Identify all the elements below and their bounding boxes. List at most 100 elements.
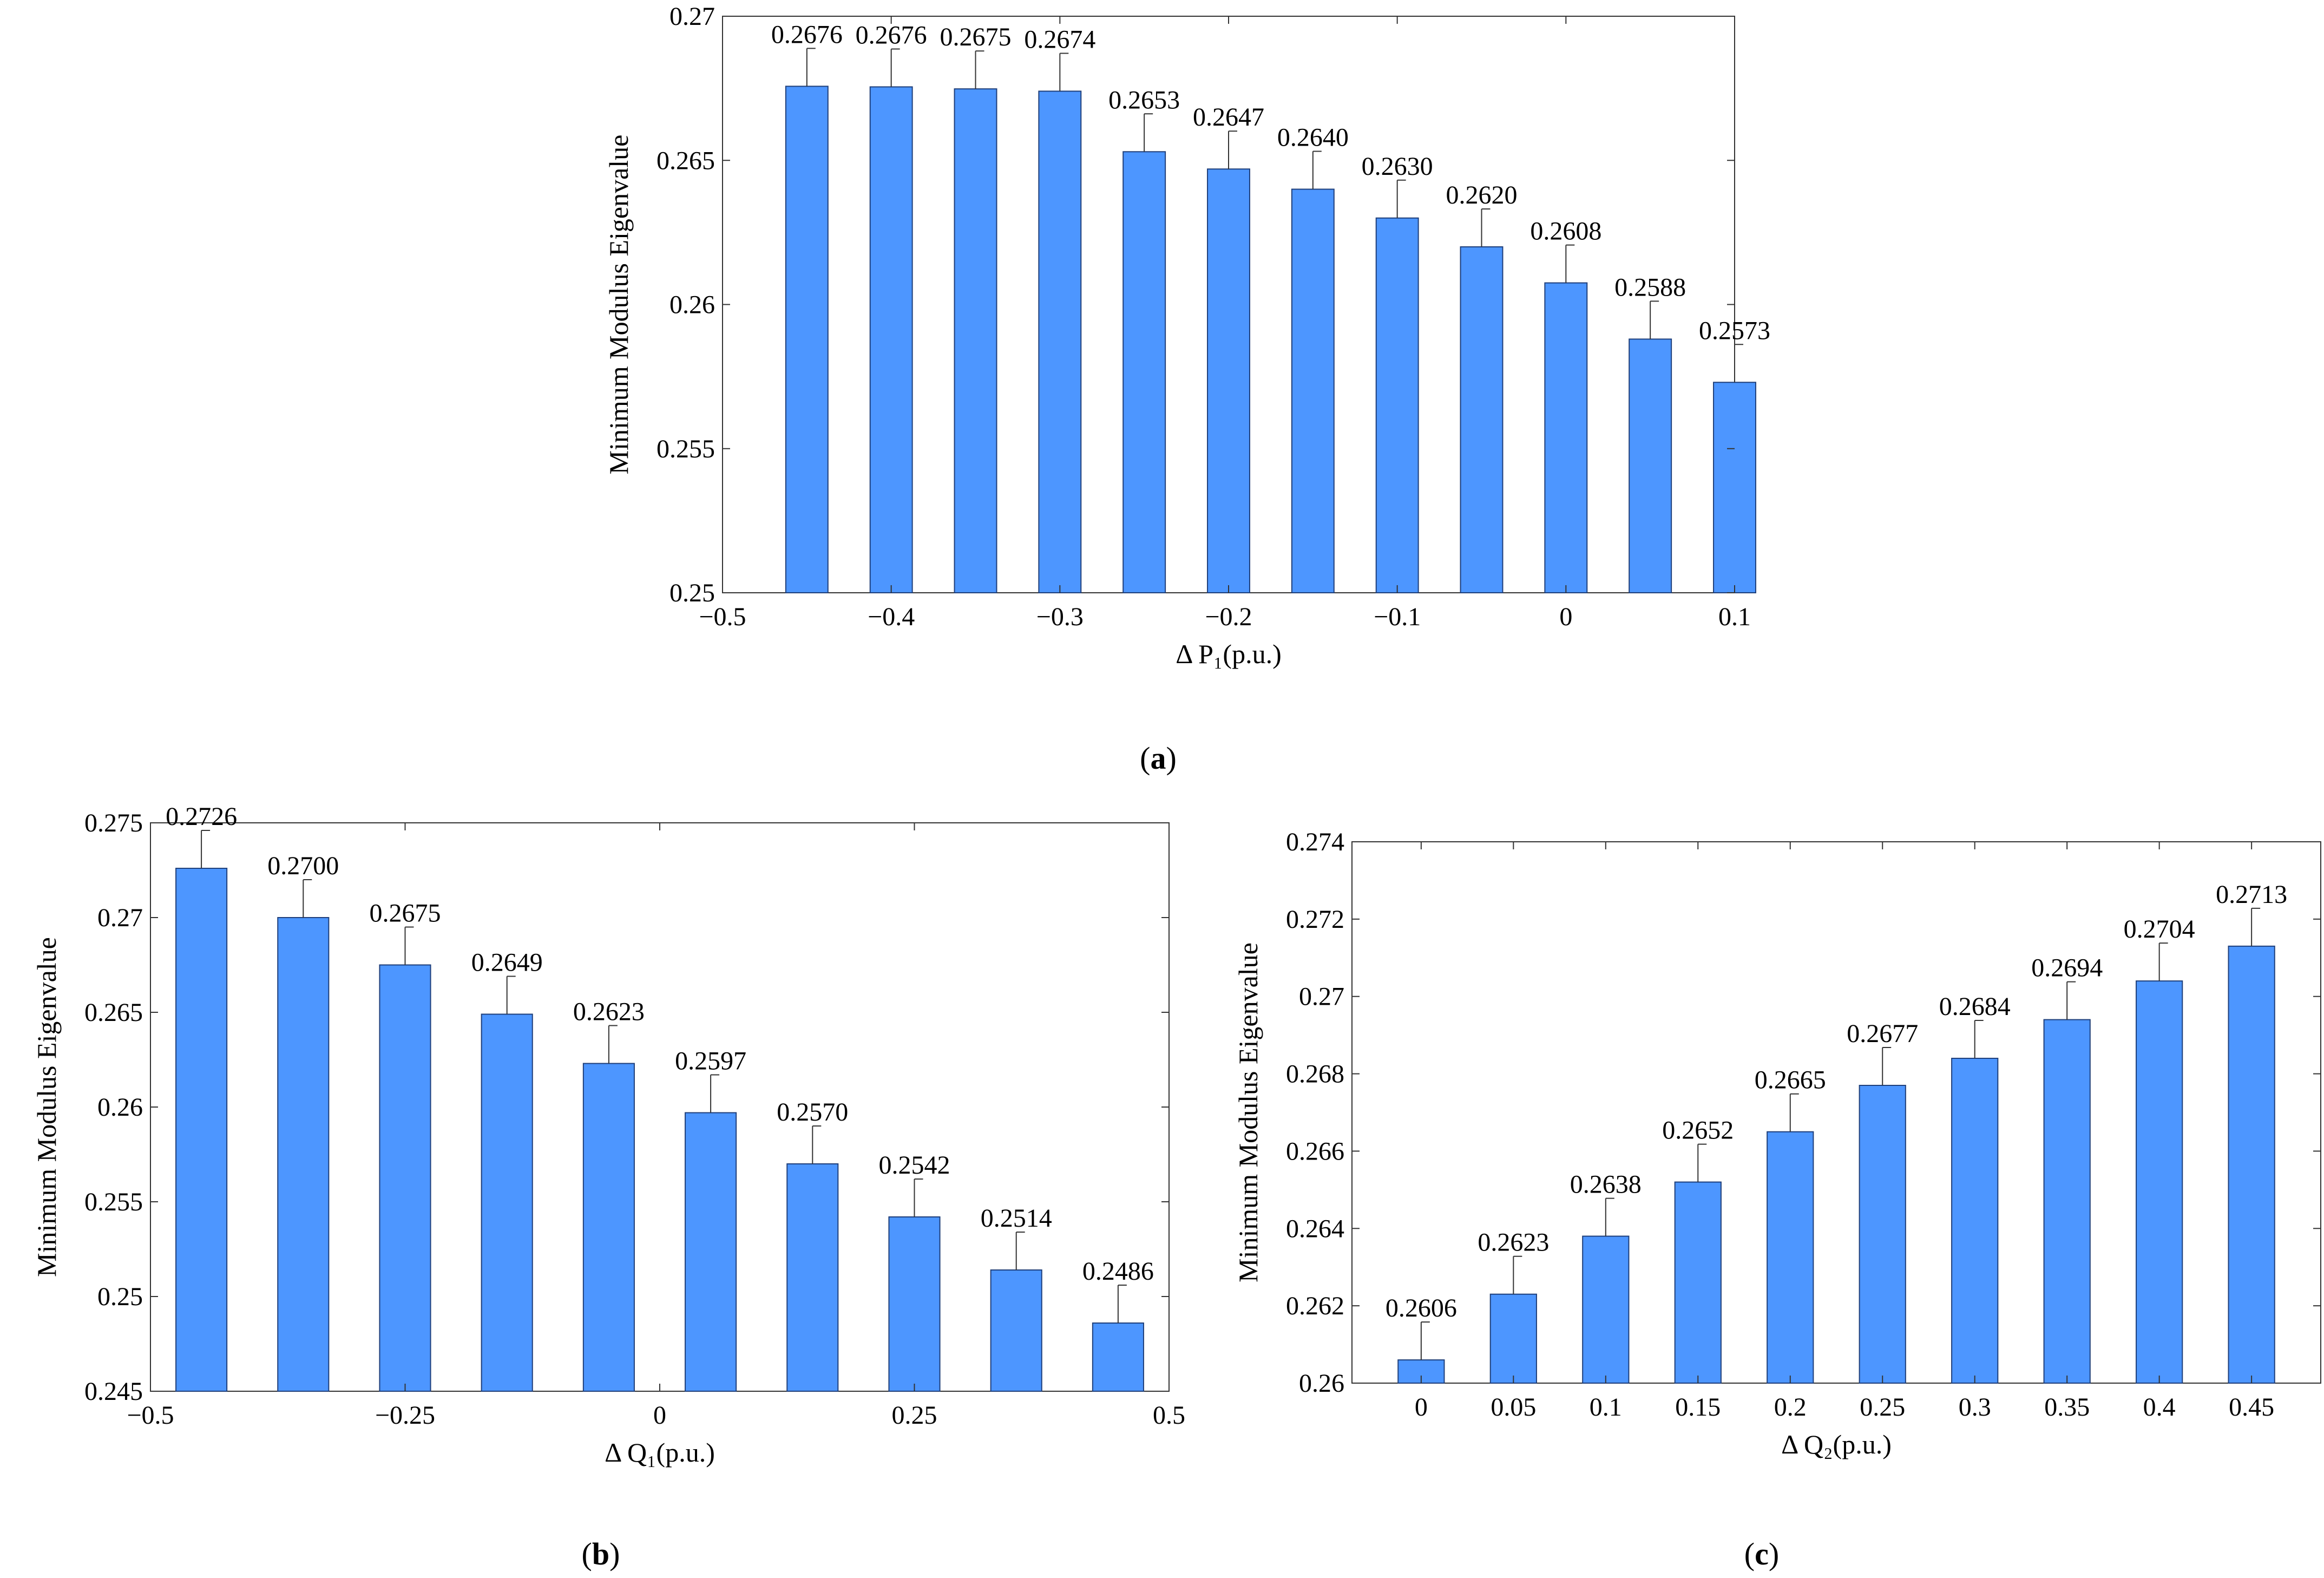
data-label: 0.2652	[1662, 1116, 1734, 1145]
data-label: 0.2597	[675, 1047, 746, 1076]
data-label: 0.2570	[777, 1098, 848, 1127]
data-label: 0.2653	[1108, 86, 1180, 114]
bar	[785, 86, 829, 593]
bar	[1582, 1235, 1630, 1384]
x-tick-label: −0.3	[1036, 603, 1084, 631]
y-tick-label: 0.26	[669, 291, 715, 319]
y-axis-title: Minimum Modulus Eigenvalue	[31, 937, 62, 1277]
chart-panel-a: 0.2676 0.2676 0.2675 0.2674 0.2653 0.2647 0.26…	[603, 2, 1770, 669]
y-tick-label: 0.268	[1286, 1060, 1344, 1089]
x-tick-label: −0.5	[127, 1401, 174, 1430]
y-tick-label: 0.255	[84, 1188, 143, 1216]
bar	[175, 868, 228, 1392]
data-label: 0.2674	[1024, 25, 1095, 54]
bar	[1767, 1131, 1814, 1384]
bar	[954, 88, 997, 593]
bar	[1629, 338, 1672, 594]
data-label: 0.2623	[1478, 1228, 1549, 1257]
y-tick-label: 0.26	[1299, 1369, 1344, 1398]
data-label: 0.2676	[771, 20, 843, 49]
bar	[1038, 90, 1082, 593]
y-tick-label: 0.27	[1299, 983, 1344, 1011]
data-label: 0.2677	[1847, 1019, 1918, 1048]
bar	[1207, 168, 1250, 594]
bar	[2136, 980, 2183, 1384]
data-label: 0.2638	[1570, 1170, 1642, 1199]
y-tick-label: 0.262	[1286, 1292, 1344, 1320]
bar	[1859, 1085, 1906, 1384]
data-label: 0.2606	[1386, 1294, 1457, 1322]
panel-b-caption: (b)	[582, 1536, 620, 1572]
x-tick-label: 0.5	[1153, 1401, 1185, 1430]
x-tick-label: −0.2	[1205, 603, 1252, 631]
bar	[1122, 151, 1166, 593]
y-tick-label: 0.25	[97, 1282, 143, 1311]
y-tick-label: 0.272	[1286, 905, 1344, 934]
bar	[869, 86, 913, 593]
x-tick-label: −0.1	[1374, 603, 1421, 631]
x-axis-title: Δ P₁(p.u.)	[1176, 639, 1281, 669]
y-tick-label: 0.27	[97, 903, 143, 932]
data-label: 0.2514	[981, 1204, 1052, 1233]
data-label: 0.2649	[471, 948, 543, 977]
data-label: 0.2665	[1755, 1066, 1826, 1095]
y-tick-label: 0.265	[84, 998, 143, 1027]
bar	[888, 1216, 941, 1392]
bar	[1951, 1058, 1999, 1384]
x-axis-title: Δ Q₂(p.u.)	[1781, 1429, 1892, 1459]
bar	[1460, 246, 1504, 593]
x-tick-label: −0.5	[699, 603, 746, 631]
panel-c-caption: (c)	[1744, 1536, 1779, 1572]
x-tick-label: 0.2	[1774, 1393, 1807, 1422]
x-tick-label: 0	[653, 1401, 666, 1430]
bar	[379, 964, 431, 1392]
data-label: 0.2623	[573, 998, 645, 1026]
panel-a-caption: (a)	[1140, 741, 1177, 776]
bar	[1489, 1293, 1537, 1384]
y-tick-label: 0.266	[1286, 1137, 1344, 1166]
bar	[582, 1063, 635, 1392]
data-label: 0.2542	[879, 1151, 950, 1180]
data-label: 0.2640	[1277, 123, 1349, 152]
x-tick-label: 0.1	[1718, 603, 1751, 631]
chart-panel-c: 0.2606 0.2623 0.2638 0.2652 0.2665 0.2677 0.26…	[1233, 828, 2321, 1459]
x-tick-label: 0.05	[1491, 1393, 1536, 1422]
x-tick-label: 0.1	[1590, 1393, 1622, 1422]
x-tick-label: 0.25	[892, 1401, 937, 1430]
data-label: 0.2647	[1193, 103, 1264, 132]
bar	[786, 1163, 839, 1392]
y-tick-label: 0.255	[657, 435, 715, 463]
x-tick-label: 0.45	[2229, 1393, 2274, 1422]
data-label: 0.2684	[1939, 992, 2011, 1021]
x-tick-label: 0.35	[2044, 1393, 2090, 1422]
data-label: 0.2675	[370, 899, 441, 928]
y-tick-label: 0.25	[669, 579, 715, 607]
x-tick-label: −0.25	[375, 1401, 435, 1430]
y-tick-label: 0.245	[84, 1377, 143, 1406]
x-tick-label: 0	[1559, 603, 1572, 631]
bar	[990, 1269, 1042, 1392]
bar	[685, 1112, 737, 1392]
bar	[1092, 1322, 1144, 1392]
bar	[277, 917, 330, 1392]
y-tick-label: 0.275	[84, 809, 143, 837]
data-label: 0.2676	[856, 21, 927, 49]
x-tick-label: 0.4	[2143, 1393, 2176, 1422]
x-tick-label: 0.15	[1675, 1393, 1721, 1422]
data-label: 0.2588	[1614, 273, 1686, 302]
bar	[1291, 188, 1335, 593]
bar	[2228, 945, 2275, 1384]
y-tick-label: 0.264	[1286, 1214, 1344, 1243]
y-tick-label: 0.265	[657, 146, 715, 175]
y-tick-label: 0.26	[97, 1093, 143, 1122]
chart-panel-b: 0.2726 0.2700 0.2675 0.2649 0.2623 0.2597 0.25…	[31, 802, 1185, 1468]
data-label: 0.2675	[940, 23, 1012, 51]
bar	[1544, 282, 1588, 593]
bar	[481, 1013, 533, 1392]
data-label: 0.2573	[1699, 316, 1770, 345]
data-label: 0.2704	[2124, 915, 2195, 944]
x-tick-label: −0.4	[868, 603, 915, 631]
x-axis-title: Δ Q₁(p.u.)	[605, 1437, 715, 1468]
bar	[1674, 1181, 1722, 1384]
